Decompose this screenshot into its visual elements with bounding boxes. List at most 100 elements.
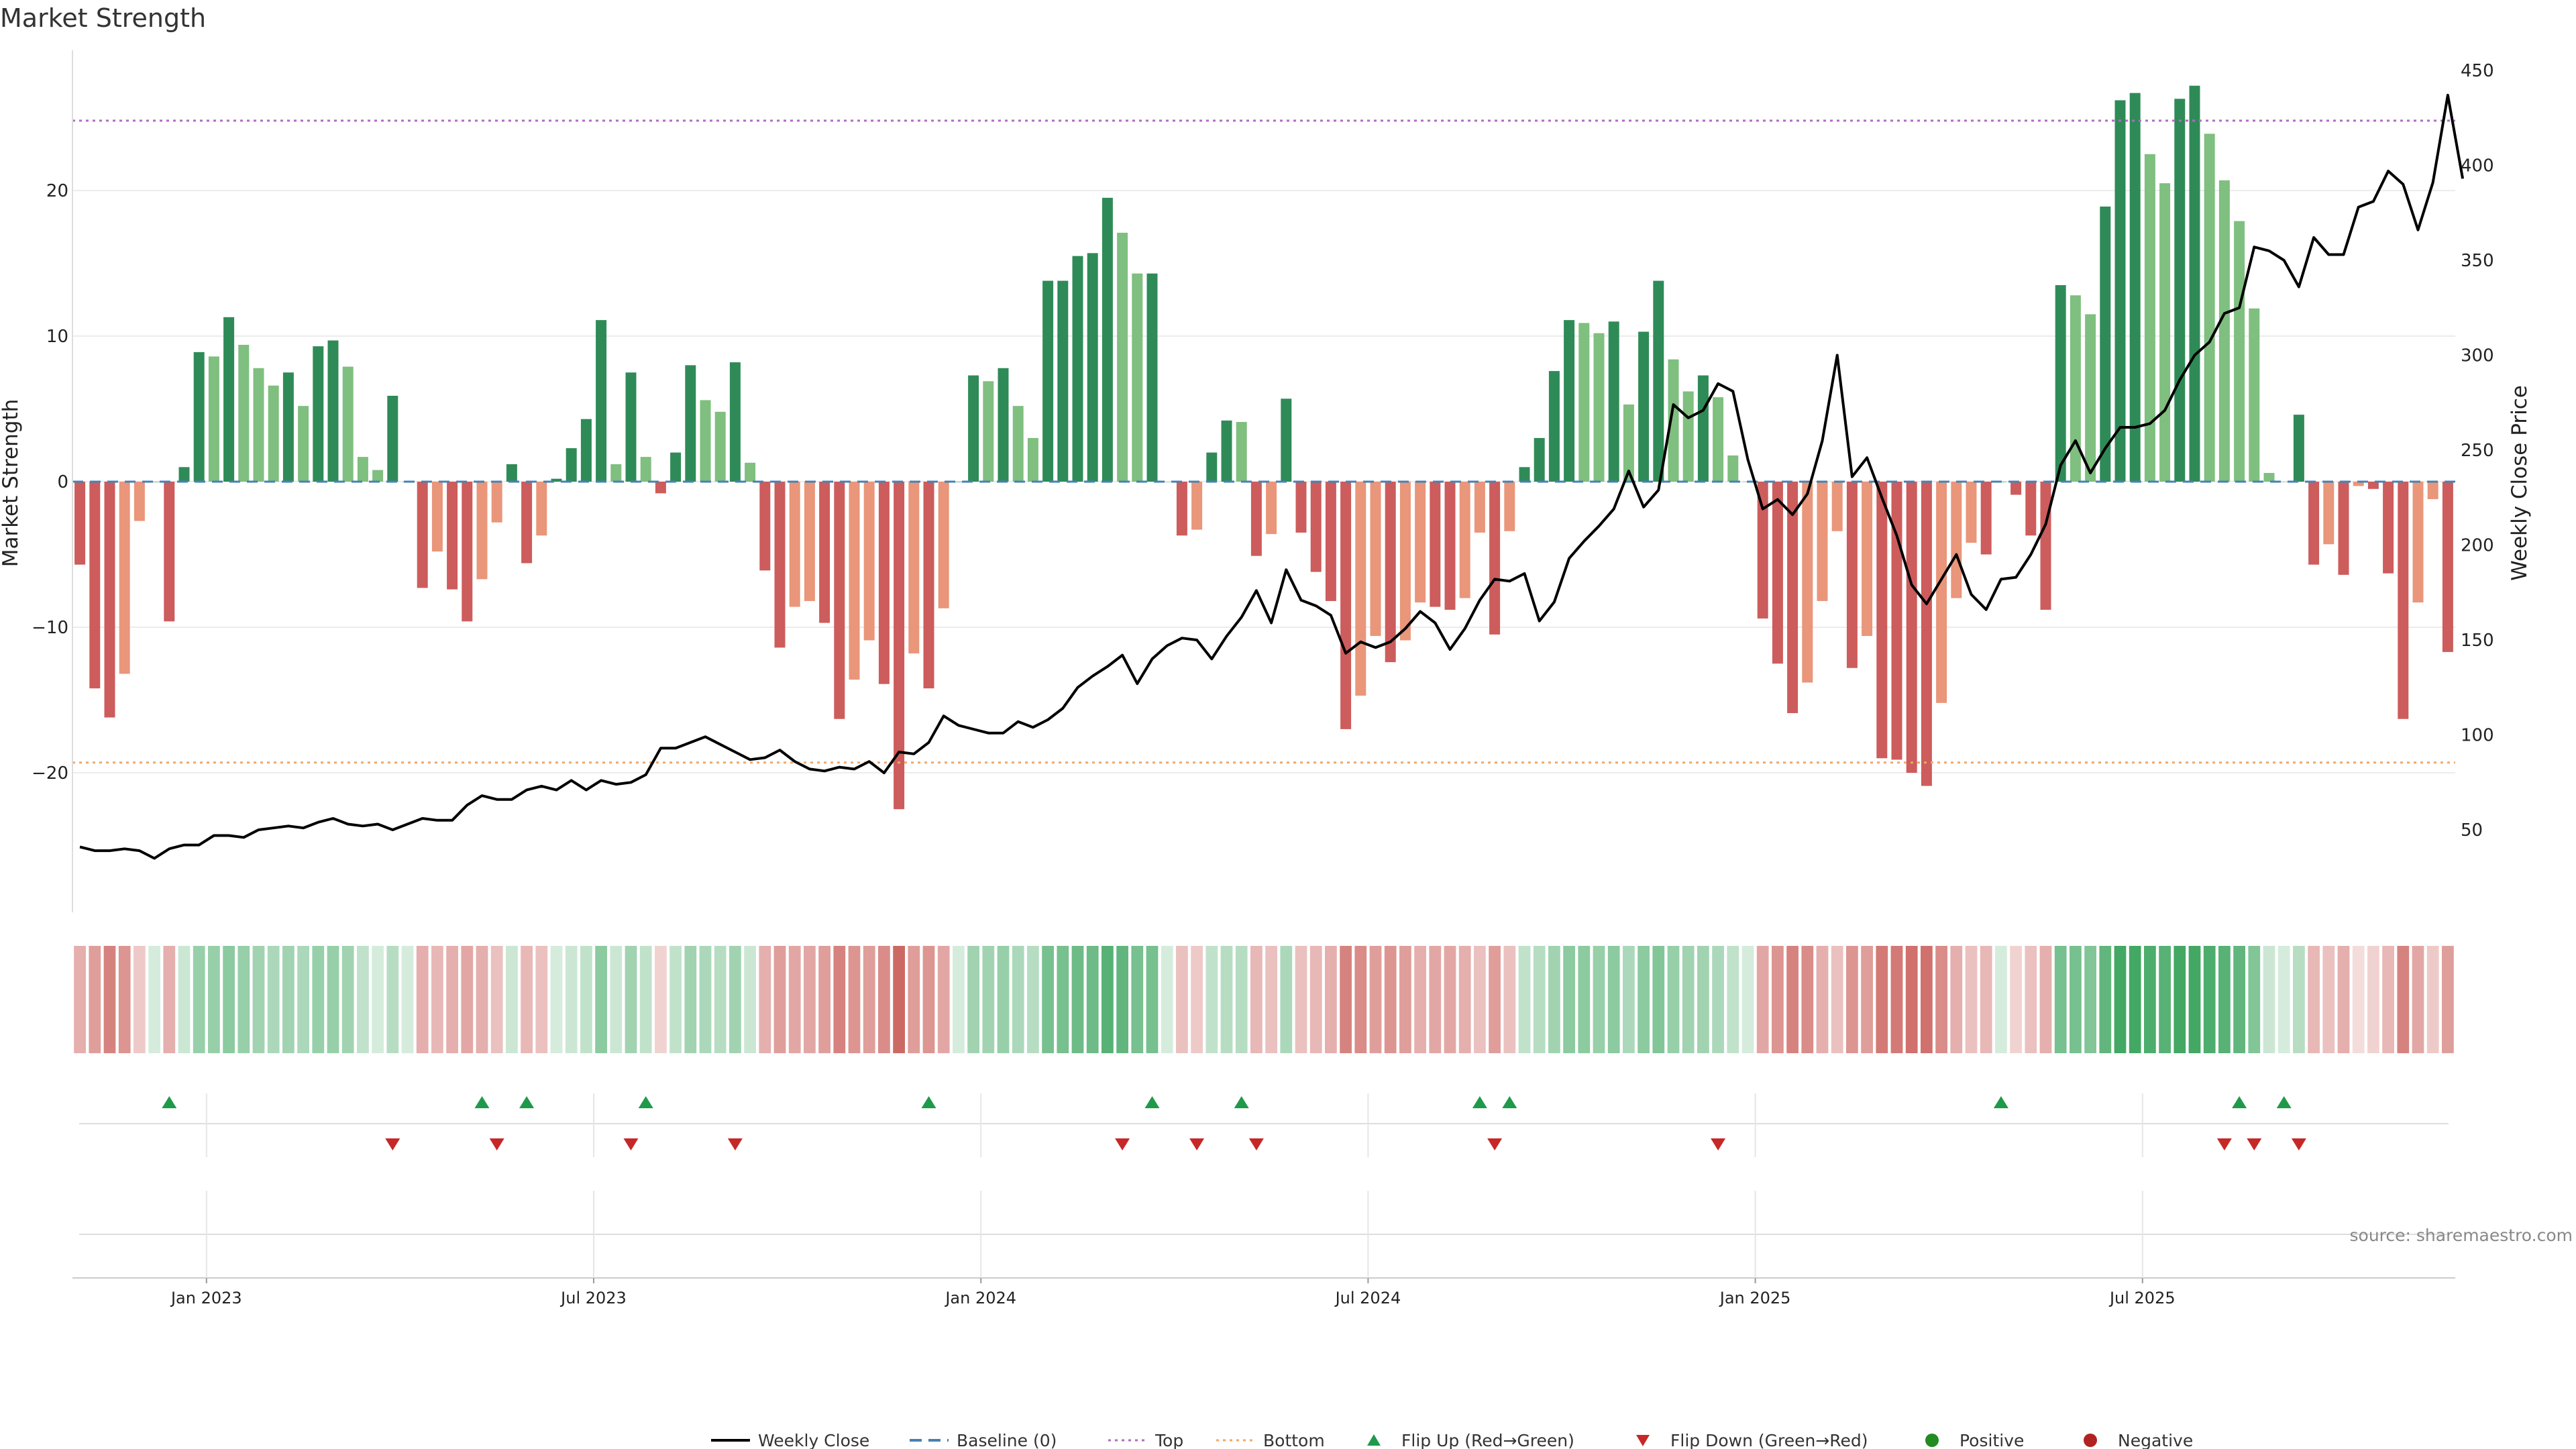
strength-bar [417, 482, 428, 588]
heat-strip-cell [1057, 946, 1069, 1053]
strength-bar [1504, 482, 1515, 531]
strength-bar [2427, 482, 2438, 500]
strength-bar [878, 482, 890, 684]
heat-strip-cell [401, 946, 414, 1053]
strength-bar [2249, 308, 2260, 482]
heat-strip-cell [2367, 946, 2379, 1053]
left-axis-title: Market Strength [0, 399, 23, 568]
strength-bar [1295, 482, 1307, 533]
strength-bar [1772, 482, 1783, 664]
strength-bar [1474, 482, 1485, 533]
heat-strip-cell [953, 946, 965, 1053]
legend-label: Negative [2118, 1431, 2193, 1449]
heat-strip-cell [282, 946, 294, 1053]
strength-bar [1415, 482, 1426, 603]
heat-strip-cell [714, 946, 727, 1053]
strength-bar [1876, 482, 1888, 759]
strength-bar [2263, 472, 2275, 482]
heat-strip-cell [2218, 946, 2231, 1053]
flip-up-marker [1234, 1096, 1249, 1108]
legend-label: Weekly Close [758, 1431, 869, 1449]
strength-bar [1921, 482, 1932, 786]
heat-strip-cell [2293, 946, 2305, 1053]
threshold-layer [72, 119, 2455, 764]
strength-bar [1534, 437, 1545, 482]
strength-bar [133, 482, 145, 521]
strength-bar [1697, 375, 1709, 482]
heat-strip-cell [461, 946, 474, 1053]
strength-bar [119, 482, 130, 674]
heat-strip-cell [2352, 946, 2365, 1053]
strength-bar [1102, 197, 1113, 482]
strength-bar [193, 352, 205, 482]
strength-bar [2010, 482, 2022, 495]
strength-bar [298, 406, 309, 482]
flip-down-marker [623, 1138, 639, 1150]
strength-bar [655, 482, 666, 494]
heat-strip-cell [2114, 946, 2127, 1053]
left-tick-label: −10 [32, 618, 68, 638]
left-tick-label: 20 [46, 181, 68, 201]
legend-label: Bottom [1263, 1431, 1325, 1449]
strength-bar [1057, 280, 1069, 482]
strength-bar [2218, 180, 2230, 482]
strength-bar [2114, 100, 2126, 482]
strength-bar [610, 464, 622, 482]
strength-bar [1831, 482, 1843, 531]
heat-strip-cell [1772, 946, 1784, 1053]
heat-strip-cell [982, 946, 995, 1053]
heat-strip-cell [1682, 946, 1695, 1053]
strength-bar [1787, 482, 1799, 714]
heat-strip-cell [1012, 946, 1024, 1053]
strength-bar [1593, 333, 1605, 482]
strength-bar [1713, 397, 1724, 482]
strength-bar [923, 482, 934, 689]
heat-strip-cell [848, 946, 861, 1053]
strength-bar [282, 372, 294, 482]
heat-strip-cell [1325, 946, 1337, 1053]
heat-strip-cell [89, 946, 101, 1053]
heat-strip-cell [1756, 946, 1769, 1053]
strength-bar [491, 482, 502, 523]
heat-strip-cell [118, 946, 131, 1053]
heat-strip-cell [2263, 946, 2275, 1053]
heat-strip-cell [1295, 946, 1307, 1053]
heat-strip-cell [1905, 946, 1918, 1053]
heat-strip-cell [2144, 946, 2156, 1053]
date-tick-label: Jul 2025 [2108, 1289, 2176, 1307]
strength-bar [2129, 93, 2141, 482]
heat-strip-cell [1458, 946, 1471, 1053]
strength-bar [700, 400, 711, 482]
heat-strip-cell [372, 946, 384, 1053]
legend-flip-up-swatch [1367, 1434, 1381, 1446]
right-tick-label: 100 [2461, 726, 2494, 746]
heat-strip-cell [2308, 946, 2320, 1053]
flip-down-marker [1487, 1138, 1503, 1150]
strength-bar [2353, 482, 2364, 486]
heat-strip-cell [2129, 946, 2141, 1053]
strength-bar [1087, 253, 1098, 482]
strength-bar [208, 356, 219, 482]
heat-strip-cell [1250, 946, 1263, 1053]
heat-strip-cell [1965, 946, 1978, 1053]
date-tick-label: Jul 2024 [1334, 1289, 1401, 1307]
heat-strip-cell [669, 946, 682, 1053]
heat-strip-cell [1071, 946, 1084, 1053]
strength-bar [164, 482, 175, 622]
bars-layer [74, 85, 2453, 810]
right-tick-label: 300 [2461, 346, 2494, 366]
heat-strip-cell [550, 946, 563, 1053]
heat-strip-cell [729, 946, 741, 1053]
strength-bar [1072, 256, 1083, 482]
heat-strip-cell [2070, 946, 2082, 1053]
strength-bar [2338, 482, 2349, 575]
strength-bar [2383, 482, 2394, 574]
heat-strip-cell [2248, 946, 2261, 1053]
heat-strip-cell [1638, 946, 1650, 1053]
strength-bar [2398, 482, 2409, 719]
heat-strip-cell [1280, 946, 1293, 1053]
heat-strip-cell [1831, 946, 1843, 1053]
heat-strip-cell [1533, 946, 1546, 1053]
strength-bar [2174, 99, 2186, 482]
strength-bar [685, 365, 696, 482]
